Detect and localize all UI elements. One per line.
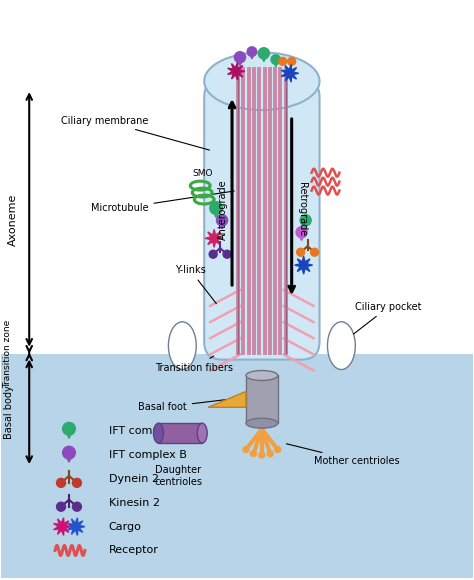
Circle shape: [288, 57, 296, 66]
Text: Transition zone: Transition zone: [3, 320, 12, 388]
Bar: [1, 354, 473, 578]
Polygon shape: [302, 220, 310, 229]
Text: Ciliary membrane: Ciliary membrane: [61, 116, 210, 150]
Text: SMO: SMO: [192, 169, 212, 177]
Text: Kinesin 2: Kinesin 2: [109, 498, 160, 508]
Ellipse shape: [217, 215, 228, 226]
Text: Microtubule: Microtubule: [91, 191, 234, 213]
Text: IFT complex A: IFT complex A: [109, 426, 187, 436]
Polygon shape: [249, 52, 255, 59]
Circle shape: [259, 452, 265, 458]
Circle shape: [310, 248, 319, 256]
Ellipse shape: [246, 371, 278, 380]
FancyBboxPatch shape: [204, 79, 319, 360]
Circle shape: [73, 502, 82, 511]
Circle shape: [297, 248, 305, 256]
Text: Transition fibers: Transition fibers: [155, 356, 233, 372]
Polygon shape: [228, 63, 245, 80]
Bar: [158, 423, 202, 443]
Polygon shape: [295, 256, 312, 274]
Text: Y-links: Y-links: [175, 265, 217, 304]
Circle shape: [267, 451, 273, 456]
Circle shape: [209, 250, 217, 258]
Ellipse shape: [235, 52, 246, 63]
Ellipse shape: [168, 322, 196, 369]
Polygon shape: [236, 57, 244, 66]
Polygon shape: [273, 60, 279, 67]
Polygon shape: [212, 208, 220, 218]
Polygon shape: [205, 229, 223, 247]
Ellipse shape: [271, 55, 281, 64]
Text: Basal body: Basal body: [4, 385, 14, 439]
Ellipse shape: [63, 446, 75, 459]
Circle shape: [275, 447, 281, 452]
Polygon shape: [54, 518, 71, 535]
Polygon shape: [218, 220, 226, 229]
Text: Retrograde: Retrograde: [297, 182, 307, 237]
Polygon shape: [208, 392, 246, 407]
Text: Receptor: Receptor: [109, 545, 159, 556]
Circle shape: [279, 57, 287, 66]
Circle shape: [73, 478, 82, 487]
Ellipse shape: [258, 48, 269, 59]
Ellipse shape: [300, 215, 311, 226]
Text: Ciliary pocket: Ciliary pocket: [354, 302, 422, 334]
Text: Basal foot: Basal foot: [138, 400, 225, 412]
Text: Cargo: Cargo: [109, 521, 142, 532]
Text: Dynein 2: Dynein 2: [109, 474, 159, 484]
Ellipse shape: [296, 227, 307, 238]
Circle shape: [56, 478, 65, 487]
Ellipse shape: [246, 418, 278, 428]
Text: Axoneme: Axoneme: [9, 193, 18, 245]
Text: Daughter
centrioles: Daughter centrioles: [155, 465, 202, 487]
Circle shape: [223, 250, 231, 258]
Ellipse shape: [210, 202, 222, 215]
Text: Mother centrioles: Mother centrioles: [286, 444, 399, 466]
Ellipse shape: [204, 52, 319, 110]
Circle shape: [56, 502, 65, 511]
Polygon shape: [260, 53, 268, 61]
Polygon shape: [64, 429, 73, 438]
Polygon shape: [298, 232, 305, 241]
Ellipse shape: [328, 322, 356, 369]
Text: IFT complex B: IFT complex B: [109, 450, 187, 460]
Ellipse shape: [247, 47, 257, 56]
Bar: [246, 375, 278, 423]
Circle shape: [243, 447, 249, 452]
Text: Anterograde: Anterograde: [218, 179, 228, 240]
Circle shape: [250, 451, 256, 456]
Ellipse shape: [63, 422, 75, 435]
Polygon shape: [67, 518, 85, 535]
Polygon shape: [64, 452, 73, 462]
Ellipse shape: [154, 423, 164, 443]
Ellipse shape: [197, 423, 207, 443]
Polygon shape: [281, 64, 299, 82]
